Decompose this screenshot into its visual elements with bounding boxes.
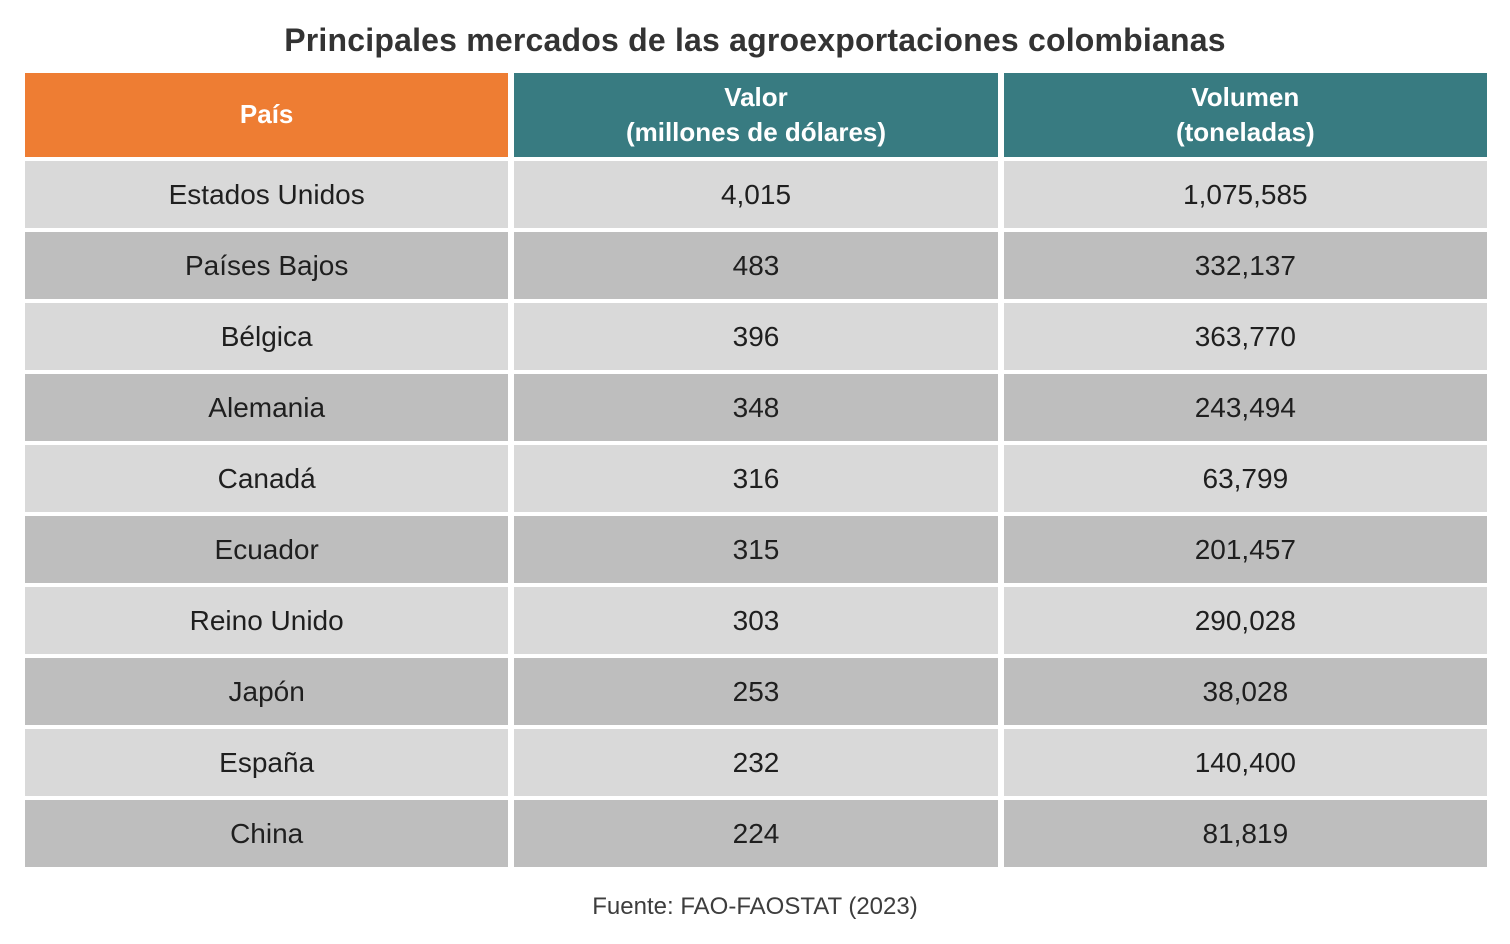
cell-volume: 332,137	[1003, 232, 1487, 299]
cell-value: 224	[514, 800, 998, 867]
cell-volume: 63,799	[1003, 445, 1487, 512]
cell-value: 396	[514, 303, 998, 370]
cell-volume: 243,494	[1003, 374, 1487, 441]
cell-country: Japón	[25, 658, 509, 725]
cell-value: 303	[514, 587, 998, 654]
cell-country: Reino Unido	[25, 587, 509, 654]
column-header-country-label: País	[239, 99, 294, 130]
cell-value: 253	[514, 658, 998, 725]
cell-country: Bélgica	[25, 303, 509, 370]
column-header-value: Valor (millones de dólares)	[514, 73, 998, 157]
cell-volume: 290,028	[1003, 587, 1487, 654]
column-header-volume-sublabel: (toneladas)	[1175, 117, 1315, 147]
cell-country: Canadá	[25, 445, 509, 512]
source-note: Fuente: FAO-FAOSTAT (2023)	[592, 893, 918, 920]
column-header-value-label: Valor	[724, 81, 788, 112]
cell-volume: 81,819	[1003, 800, 1487, 867]
column-header-country: País	[25, 73, 509, 157]
page-title: Principales mercados de las agroexportac…	[284, 22, 1226, 58]
cell-value: 348	[514, 374, 998, 441]
cell-volume: 140,400	[1003, 729, 1487, 796]
column-header-volume: Volumen (toneladas)	[1003, 73, 1487, 157]
column-header-value-sublabel: (millones de dólares)	[625, 117, 887, 147]
cell-country: Alemania	[25, 374, 509, 441]
cell-value: 4,015	[514, 161, 998, 228]
cell-value: 316	[514, 445, 998, 512]
cell-value: 232	[514, 729, 998, 796]
cell-value: 315	[514, 516, 998, 583]
cell-value: 483	[514, 232, 998, 299]
cell-country: España	[25, 729, 509, 796]
cell-volume: 363,770	[1003, 303, 1487, 370]
cell-country: Ecuador	[25, 516, 509, 583]
cell-country: Estados Unidos	[25, 161, 509, 228]
cell-country: China	[25, 800, 509, 867]
column-header-volume-label: Volumen	[1191, 81, 1300, 112]
cell-volume: 1,075,585	[1003, 161, 1487, 228]
cell-volume: 201,457	[1003, 516, 1487, 583]
cell-volume: 38,028	[1003, 658, 1487, 725]
cell-country: Países Bajos	[25, 232, 509, 299]
agro-exports-table: País Valor (millones de dólares) Volumen…	[25, 73, 1487, 867]
